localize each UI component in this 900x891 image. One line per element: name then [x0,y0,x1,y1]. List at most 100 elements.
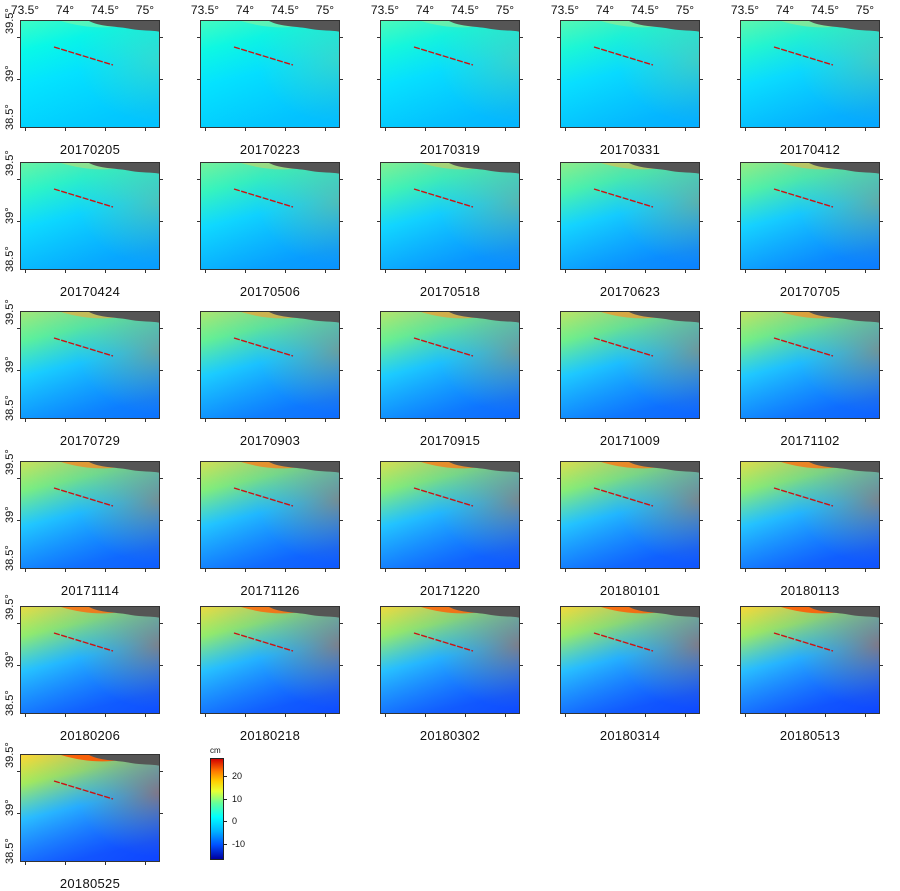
subsidence-zone [561,163,699,269]
longitude-label: 74° [415,3,435,17]
axis-tick [385,714,386,717]
deformation-map [741,163,879,269]
subsidence-zone [381,163,519,269]
deformation-map [741,21,879,127]
axis-tick [145,128,146,131]
longitude-label: 74.5° [270,3,300,17]
axis-tick [785,128,786,131]
axis-tick [17,771,20,772]
subsidence-zone [21,21,159,127]
axis-tick [145,419,146,422]
fault-trace [53,632,114,652]
axis-tick [385,419,386,422]
axis-tick [340,520,343,521]
axis-tick [145,270,146,273]
axis-tick [465,128,466,131]
longitude-label: 73.5° [10,3,40,17]
axis-tick [880,478,883,479]
axis-tick [17,665,20,666]
latitude-label: 39° [4,651,16,668]
acquisition-date-label: 20170705 [779,284,841,299]
axis-tick [605,128,606,131]
terrain-relief-mask [809,607,879,618]
axis-tick [785,714,786,717]
latitude-label: 39.5° [4,8,16,34]
axis-tick [160,771,163,772]
axis-tick [685,569,686,572]
fault-trace [233,632,294,652]
axis-tick [425,419,426,422]
axis-tick [340,179,343,180]
subsidence-zone [741,21,879,127]
terrain-relief-mask [629,21,699,32]
axis-tick [825,128,826,131]
insar-map-tile [380,20,520,128]
axis-tick [340,221,343,222]
axis-tick [700,328,703,329]
axis-tick [700,370,703,371]
axis-tick [557,520,560,521]
axis-tick [205,419,206,422]
subsidence-zone [561,312,699,418]
longitude-label: 73.5° [190,3,220,17]
axis-tick [197,179,200,180]
axis-tick [505,569,506,572]
acquisition-date-label: 20180206 [59,728,121,743]
axis-tick [785,419,786,422]
insar-map-tile [20,162,160,270]
axis-tick [160,328,163,329]
axis-tick [17,37,20,38]
longitude-label: 73.5° [550,3,580,17]
latitude-label: 39.5° [4,594,16,620]
axis-tick [377,370,380,371]
deformation-map [381,607,519,713]
axis-tick [160,221,163,222]
colorbar-tick-label: 20 [232,771,243,781]
acquisition-date-label: 20170623 [599,284,661,299]
longitude-label: 75° [495,3,515,17]
terrain-relief-mask [629,163,699,174]
latitude-label: 39° [4,65,16,82]
latitude-label: 38.5° [4,838,16,864]
axis-tick [737,179,740,180]
acquisition-date-label: 20170903 [239,433,301,448]
deformation-map [381,312,519,418]
axis-tick [700,665,703,666]
insar-map-tile [200,20,340,128]
insar-map-tile [380,311,520,419]
terrain-relief-mask [449,21,519,32]
axis-tick [425,270,426,273]
acquisition-date-label: 20180218 [239,728,301,743]
insar-map-tile [560,20,700,128]
insar-map-tile [20,20,160,128]
axis-tick [645,419,646,422]
insar-map-tile [740,606,880,714]
axis-tick [17,79,20,80]
deformation-map [741,607,879,713]
latitude-label: 39° [4,207,16,224]
axis-tick [285,128,286,131]
axis-tick [197,37,200,38]
latitude-label: 38.5° [4,395,16,421]
subsidence-zone [561,21,699,127]
insar-map-tile [200,311,340,419]
axis-tick [385,128,386,131]
axis-tick [737,221,740,222]
deformation-map [561,163,699,269]
latitude-label: 39° [4,356,16,373]
terrain-relief-mask [809,163,879,174]
axis-tick [25,569,26,572]
subsidence-zone [741,607,879,713]
axis-tick [565,128,566,131]
subsidence-zone [381,21,519,127]
acquisition-date-label: 20180513 [779,728,841,743]
axis-tick [25,862,26,865]
insar-map-tile [380,606,520,714]
axis-tick [565,714,566,717]
axis-tick [145,569,146,572]
axis-tick [880,623,883,624]
terrain-relief-mask [269,312,339,323]
axis-tick [700,623,703,624]
longitude-label: 74° [55,3,75,17]
axis-tick [605,419,606,422]
